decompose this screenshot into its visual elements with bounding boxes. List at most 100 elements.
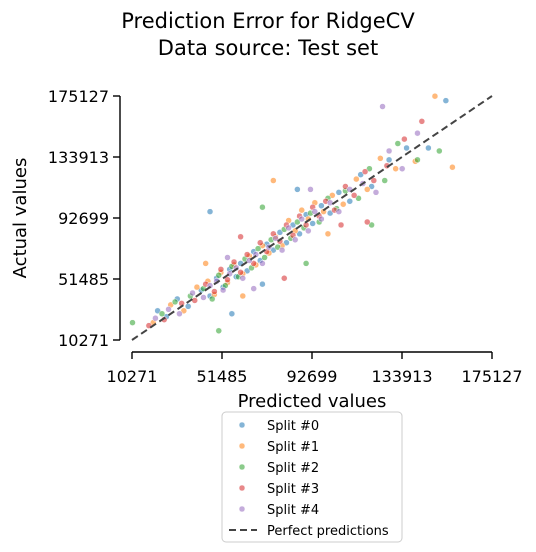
point-split-0-24 xyxy=(335,189,343,196)
point-split-2-29 xyxy=(414,156,421,164)
point-split-3-5 xyxy=(211,288,218,295)
ticks-layer: 10271 51485 92699 133913 175127 10271 51485 926… xyxy=(48,87,523,386)
point-split-0-21 xyxy=(309,220,316,227)
point-split-4-27 xyxy=(372,189,380,196)
point-split-3-32 xyxy=(337,221,345,229)
point-split-4-20 xyxy=(305,227,312,235)
legend: Split #0 Split #1 Split #2 Split #3 Split #4… xyxy=(221,411,403,543)
legend-marker-0 xyxy=(238,421,246,429)
point-split-0-33 xyxy=(228,310,236,318)
point-split-4-16 xyxy=(278,246,286,254)
point-split-1-23 xyxy=(339,200,347,208)
point-split-2-1 xyxy=(158,310,166,318)
point-split-3-3 xyxy=(191,297,198,304)
point-split-3-27 xyxy=(370,177,378,184)
point-split-1-29 xyxy=(431,92,439,100)
point-split-1-18 xyxy=(298,206,305,214)
legend-marker-2 xyxy=(238,463,246,471)
legend-label-0: Split #0 xyxy=(267,419,319,434)
point-split-1-34 xyxy=(202,260,209,267)
point-split-4-18 xyxy=(291,236,299,244)
point-split-3-12 xyxy=(256,239,264,246)
point-split-4-32 xyxy=(250,285,257,292)
legend-label-1: Split #1 xyxy=(267,440,319,455)
legend-marker-1 xyxy=(238,442,246,450)
point-split-4-2 xyxy=(176,310,183,318)
point-split-0-28 xyxy=(385,156,393,164)
point-split-4-33 xyxy=(307,186,314,193)
point-split-4-4 xyxy=(200,294,207,301)
point-split-3-8 xyxy=(230,258,238,266)
point-split-4-22 xyxy=(318,215,325,223)
point-split-3-25 xyxy=(350,192,358,199)
legend-marker-3 xyxy=(238,484,246,492)
y-tick-label-0: 10271 xyxy=(58,331,109,350)
point-split-2-31 xyxy=(215,327,223,335)
point-split-3-9 xyxy=(237,269,244,276)
point-split-4-13 xyxy=(259,260,266,267)
points-layer xyxy=(129,92,456,335)
point-split-0-31 xyxy=(442,97,450,104)
point-split-2-0 xyxy=(129,319,136,326)
point-split-2-2 xyxy=(171,298,179,306)
point-split-4-15 xyxy=(272,235,279,242)
point-split-4-17 xyxy=(285,224,292,232)
point-split-0-32 xyxy=(206,208,214,215)
point-split-1-31 xyxy=(270,177,277,184)
point-split-2-28 xyxy=(394,140,402,147)
legend-label-4: Split #4 xyxy=(267,503,319,518)
legend-label-5: Perfect predictions xyxy=(267,524,389,539)
point-split-4-1 xyxy=(165,306,172,313)
perfect-predictions-line xyxy=(131,95,493,341)
point-split-4-23 xyxy=(326,199,334,207)
point-split-0-22 xyxy=(318,202,325,209)
point-split-3-31 xyxy=(281,274,288,282)
point-split-1-24 xyxy=(353,175,360,183)
point-split-3-30 xyxy=(418,118,426,125)
point-split-0-3 xyxy=(184,303,192,310)
point-split-4-31 xyxy=(379,103,386,110)
point-split-4-0 xyxy=(152,314,159,322)
y-tick-label-4: 175127 xyxy=(48,87,109,106)
point-split-2-27 xyxy=(381,177,388,184)
point-split-1-30 xyxy=(449,163,456,171)
x-tick-label-3: 133913 xyxy=(371,367,432,386)
chart-subtitle: Data source: Test set xyxy=(158,36,378,60)
point-split-1-32 xyxy=(239,292,247,300)
legend-marker-4 xyxy=(238,505,246,513)
point-split-4-21 xyxy=(311,208,319,215)
point-split-2-33 xyxy=(259,203,266,211)
point-split-1-26 xyxy=(377,155,384,162)
x-tick-label-2: 92699 xyxy=(287,367,338,386)
point-split-0-35 xyxy=(294,186,301,193)
point-split-3-10 xyxy=(243,251,251,258)
x-tick-label-1: 51485 xyxy=(197,367,248,386)
legend-label-2: Split #2 xyxy=(267,461,319,476)
point-split-4-7 xyxy=(219,286,227,294)
point-split-3-29 xyxy=(401,135,408,143)
point-split-1-3 xyxy=(193,283,201,291)
point-split-0-34 xyxy=(259,280,266,288)
point-split-1-27 xyxy=(392,165,399,172)
point-split-0-29 xyxy=(403,144,410,152)
point-split-0-30 xyxy=(425,144,432,152)
x-tick-label-0: 10271 xyxy=(107,367,158,386)
chart-title: Prediction Error for RidgeCV xyxy=(121,9,415,33)
x-axis-label: Predicted values xyxy=(238,391,387,412)
reference-line-layer xyxy=(131,95,493,341)
point-split-1-33 xyxy=(324,230,332,238)
point-split-2-13 xyxy=(261,254,268,261)
point-split-0-25 xyxy=(346,198,354,205)
point-split-1-25 xyxy=(364,186,371,193)
y-tick-label-3: 133913 xyxy=(48,148,109,167)
point-split-2-6 xyxy=(215,272,223,279)
point-split-3-7 xyxy=(224,276,231,283)
point-split-4-19 xyxy=(298,215,305,223)
point-split-2-5 xyxy=(208,295,216,303)
point-split-2-32 xyxy=(302,260,310,267)
point-split-4-10 xyxy=(239,274,247,282)
point-split-2-12 xyxy=(254,245,262,252)
point-split-4-34 xyxy=(224,254,231,261)
point-split-3-26 xyxy=(361,168,369,175)
